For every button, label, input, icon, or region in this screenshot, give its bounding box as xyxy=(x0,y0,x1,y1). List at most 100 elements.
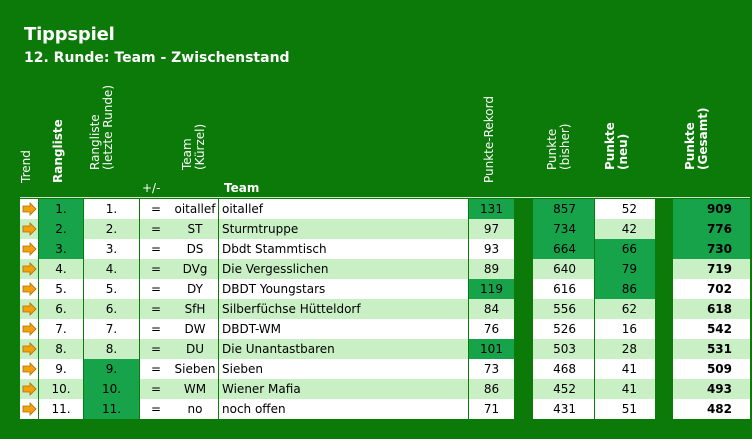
team-name-cell: Die Vergesslichen xyxy=(219,259,468,279)
rank-cell: 5. xyxy=(39,279,83,299)
rank-cell: 7. xyxy=(39,319,83,339)
points-new-cell: 41 xyxy=(595,359,655,379)
change-cell: = xyxy=(140,399,172,419)
points-before-cell: 640 xyxy=(533,259,594,279)
record-cell: 86 xyxy=(469,379,514,399)
header-punkte-bisher: Punkte (bisher) xyxy=(545,123,572,171)
points-before-cell: 857 xyxy=(533,199,594,219)
team-short-cell: Sieben xyxy=(172,359,218,379)
team-name-cell: Die Unantastbaren xyxy=(219,339,468,359)
record-cell: 131 xyxy=(469,199,514,219)
points-before-cell: 664 xyxy=(533,239,594,259)
points-before-cell: 734 xyxy=(533,219,594,239)
points-new-cell: 42 xyxy=(595,219,655,239)
last-rank-cell: 3. xyxy=(84,239,139,259)
points-total-cell: 909 xyxy=(673,199,750,219)
team-name-cell: Dbdt Stammtisch xyxy=(219,239,468,259)
team-short-cell: DY xyxy=(172,279,218,299)
change-cell: = xyxy=(140,339,172,359)
points-new-cell: 52 xyxy=(595,199,655,219)
change-cell: = xyxy=(140,379,172,399)
trend-cell xyxy=(20,299,38,319)
trend-cell xyxy=(20,279,38,299)
record-cell: 93 xyxy=(469,239,514,259)
record-cell: 97 xyxy=(469,219,514,239)
header-trend: Trend xyxy=(19,150,33,183)
right-arrow-icon xyxy=(22,322,37,336)
points-total-cell: 509 xyxy=(673,359,750,379)
points-total-cell: 493 xyxy=(673,379,750,399)
points-total-cell: 482 xyxy=(673,399,750,419)
trend-cell xyxy=(20,339,38,359)
rank-cell: 3. xyxy=(39,239,83,259)
points-before-cell: 616 xyxy=(533,279,594,299)
team-name-cell: oitallef xyxy=(219,199,468,219)
trend-cell xyxy=(20,239,38,259)
points-before-cell: 503 xyxy=(533,339,594,359)
points-new-cell: 51 xyxy=(595,399,655,419)
change-cell: = xyxy=(140,199,172,219)
right-arrow-icon xyxy=(22,342,37,356)
last-rank-cell: 10. xyxy=(84,379,139,399)
rank-cell: 11. xyxy=(39,399,83,419)
points-total-cell: 618 xyxy=(673,299,750,319)
points-total-cell: 719 xyxy=(673,259,750,279)
header-punkte-neu: Punkte (neu) xyxy=(603,122,630,170)
rank-cell: 2. xyxy=(39,219,83,239)
last-rank-cell: 4. xyxy=(84,259,139,279)
points-total-cell: 702 xyxy=(673,279,750,299)
record-cell: 84 xyxy=(469,299,514,319)
header-punkte-rekord: Punkte-Rekord xyxy=(482,96,496,183)
team-short-cell: WM xyxy=(172,379,218,399)
right-arrow-icon xyxy=(22,382,37,396)
record-cell: 71 xyxy=(469,399,514,419)
team-short-cell: oitallef xyxy=(172,199,218,219)
points-new-cell: 41 xyxy=(595,379,655,399)
points-total-cell: 776 xyxy=(673,219,750,239)
header-team-kuerzel: Team (Kürzel) xyxy=(180,123,207,170)
points-before-cell: 556 xyxy=(533,299,594,319)
points-new-cell: 66 xyxy=(595,239,655,259)
change-cell: = xyxy=(140,219,172,239)
header-rangliste-letzte-runde: Rangliste (letzte Runde) xyxy=(88,85,115,170)
trend-cell xyxy=(20,399,38,419)
team-short-cell: ST xyxy=(172,219,218,239)
trend-cell xyxy=(20,259,38,279)
record-cell: 89 xyxy=(469,259,514,279)
right-arrow-icon xyxy=(22,242,37,256)
points-new-cell: 62 xyxy=(595,299,655,319)
team-short-cell: no xyxy=(172,399,218,419)
change-cell: = xyxy=(140,279,172,299)
right-arrow-icon xyxy=(22,362,37,376)
record-cell: 73 xyxy=(469,359,514,379)
page-subtitle: 12. Runde: Team - Zwischenstand xyxy=(24,50,290,66)
right-arrow-icon xyxy=(22,402,37,416)
rank-cell: 6. xyxy=(39,299,83,319)
team-name-cell: Sieben xyxy=(219,359,468,379)
last-rank-cell: 8. xyxy=(84,339,139,359)
last-rank-cell: 6. xyxy=(84,299,139,319)
last-rank-cell: 7. xyxy=(84,319,139,339)
right-arrow-icon xyxy=(22,222,37,236)
header-rangliste: Rangliste xyxy=(51,119,65,183)
trend-cell xyxy=(20,359,38,379)
points-before-cell: 526 xyxy=(533,319,594,339)
team-short-cell: DW xyxy=(172,319,218,339)
points-total-cell: 542 xyxy=(673,319,750,339)
points-new-cell: 28 xyxy=(595,339,655,359)
team-short-cell: DS xyxy=(172,239,218,259)
last-rank-cell: 2. xyxy=(84,219,139,239)
change-cell: = xyxy=(140,359,172,379)
team-short-cell: DVg xyxy=(172,259,218,279)
rank-cell: 4. xyxy=(39,259,83,279)
team-short-cell: DU xyxy=(172,339,218,359)
team-name-cell: DBDT Youngstars xyxy=(219,279,468,299)
change-cell: = xyxy=(140,239,172,259)
right-arrow-icon xyxy=(22,202,37,216)
points-before-cell: 468 xyxy=(533,359,594,379)
header-plus-minus: +/- xyxy=(142,181,161,195)
last-rank-cell: 5. xyxy=(84,279,139,299)
change-cell: = xyxy=(140,259,172,279)
trend-cell xyxy=(20,319,38,339)
